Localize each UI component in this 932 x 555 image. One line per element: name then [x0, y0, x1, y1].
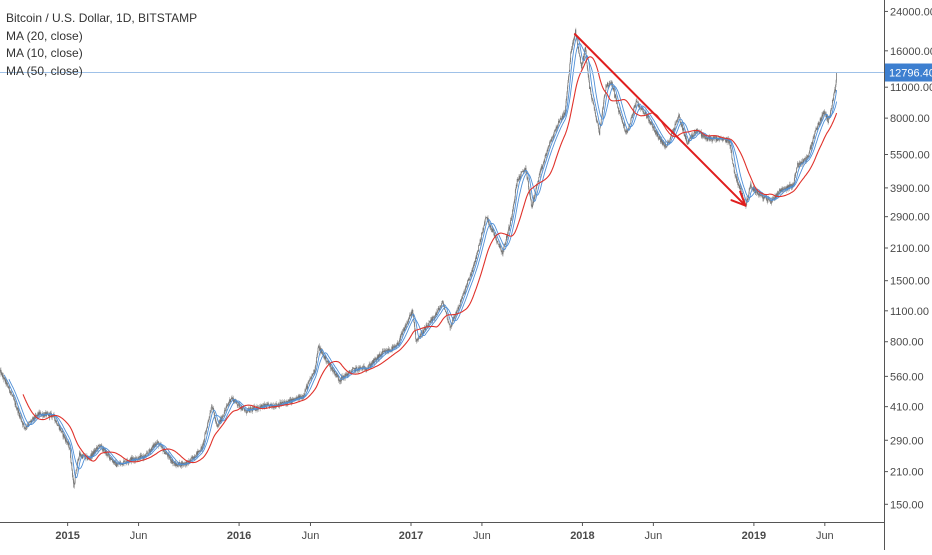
moving-averages: [3, 36, 838, 479]
price-tick-label: 210.00: [890, 467, 924, 479]
price-tick-label: 1100.00: [890, 306, 929, 318]
price-tick-label: 2100.00: [890, 243, 930, 255]
ma50-line[interactable]: [22, 56, 838, 464]
trend-arrow-shaft: [573, 33, 747, 207]
time-tick-label: 2018: [570, 530, 594, 542]
legend-ma20[interactable]: MA (20, close): [6, 28, 83, 43]
time-tick-label: 2016: [227, 530, 251, 542]
trend-arrow[interactable]: [573, 33, 747, 207]
candle-wicks: [0, 27, 837, 489]
legend: Bitcoin / U.S. Dollar, 1D, BITSTAMP MA (…: [6, 10, 197, 80]
current-price-tag: 12796.40: [885, 63, 932, 82]
legend-symbol[interactable]: Bitcoin / U.S. Dollar, 1D, BITSTAMP: [6, 11, 198, 25]
current-price-tag-bg: [885, 63, 932, 82]
price-tick-label: 16000.00: [890, 46, 932, 58]
time-tick-label: Jun: [302, 530, 320, 542]
price-tick-label: 8000.00: [890, 113, 930, 125]
price-tick-label: 24000.00: [890, 6, 932, 18]
price-tick-label: 2900.00: [890, 212, 930, 224]
candles-layer: [0, 27, 837, 489]
time-tick-label: 2017: [399, 530, 423, 542]
price-tick-label: 800.00: [890, 337, 924, 349]
price-tick-label: 11000.00: [890, 82, 932, 94]
candle-bodies: [0, 29, 837, 488]
time-axis[interactable]: 2015 Jun 2016 Jun 2017 Jun 2018 Jun 2019 Jun: [0, 522, 884, 542]
current-price-tag-label: 12796.40: [889, 68, 932, 80]
price-tick-label: 560.00: [890, 371, 924, 383]
legend-ma10[interactable]: MA (10, close): [6, 46, 83, 60]
price-tick-label: 150.00: [890, 499, 924, 511]
time-tick-label: Jun: [473, 530, 491, 542]
time-tick-label: Jun: [644, 530, 662, 542]
price-tick-label: 1500.00: [890, 276, 930, 288]
price-tick-label: 3900.00: [890, 183, 930, 195]
time-tick-label: 2019: [742, 530, 766, 542]
trend-arrow-head: [730, 190, 747, 207]
ma10-line[interactable]: [3, 36, 838, 479]
price-tick-label: 290.00: [890, 435, 924, 447]
price-tick-label: 410.00: [890, 402, 924, 414]
legend-ma50[interactable]: MA (50, close): [6, 63, 83, 78]
ma20-line[interactable]: [8, 42, 838, 470]
price-axis[interactable]: 24000.00 16000.00 11000.00 8000.00 5500.00 39…: [884, 0, 932, 550]
price-tick-label: 5500.00: [890, 150, 930, 162]
time-tick-label: Jun: [816, 530, 834, 542]
time-tick-label: Jun: [130, 530, 148, 542]
time-tick-label: 2015: [55, 530, 79, 542]
